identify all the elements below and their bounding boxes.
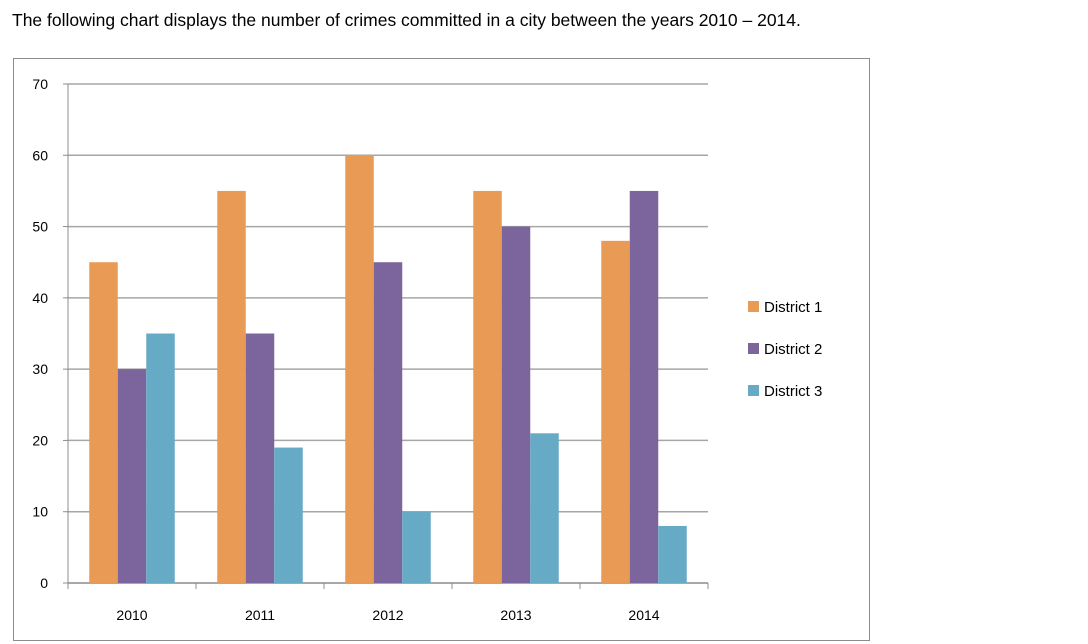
y-tick-label: 10 (32, 504, 48, 520)
y-tick-label: 70 (32, 76, 48, 92)
bar-district-3-2010 (146, 333, 175, 583)
x-tick-label: 2011 (245, 607, 275, 623)
bar-district-2-2013 (501, 226, 531, 584)
bar-district-1-2011 (217, 190, 246, 583)
legend-label: District 2 (764, 341, 822, 358)
y-tick-label: 20 (32, 432, 48, 448)
legend-label: District 3 (764, 383, 822, 400)
bar-district-2-2014 (629, 190, 659, 583)
x-tick-label: 2010 (116, 607, 147, 623)
bar-district-1-2014 (601, 240, 630, 584)
chart-frame (13, 58, 870, 641)
y-tick-label: 60 (32, 147, 48, 163)
legend-swatch (748, 343, 759, 354)
bar-district-2-2010 (117, 369, 147, 583)
legend-swatch (748, 385, 759, 396)
bar-district-3-2014 (658, 525, 687, 583)
y-tick-label: 50 (32, 219, 48, 235)
bar-district-1-2013 (473, 190, 502, 583)
y-tick-label: 30 (32, 361, 48, 377)
legend-label: District 1 (764, 299, 822, 316)
chart-caption: The following chart displays the number … (12, 10, 801, 30)
bar-district-3-2012 (402, 511, 431, 583)
x-tick-label: 2013 (500, 607, 531, 623)
x-tick-label: 2012 (372, 607, 403, 623)
y-tick-label: 0 (40, 575, 48, 591)
bar-district-3-2013 (530, 433, 559, 583)
bar-district-1-2010 (89, 262, 118, 583)
bar-district-2-2012 (373, 262, 403, 583)
legend-swatch (748, 301, 759, 312)
x-tick-label: 2014 (628, 607, 659, 623)
bar-district-3-2011 (274, 447, 303, 583)
y-tick-label: 40 (32, 290, 48, 306)
bar-district-2-2011 (245, 333, 275, 583)
bar-district-1-2012 (345, 155, 374, 584)
